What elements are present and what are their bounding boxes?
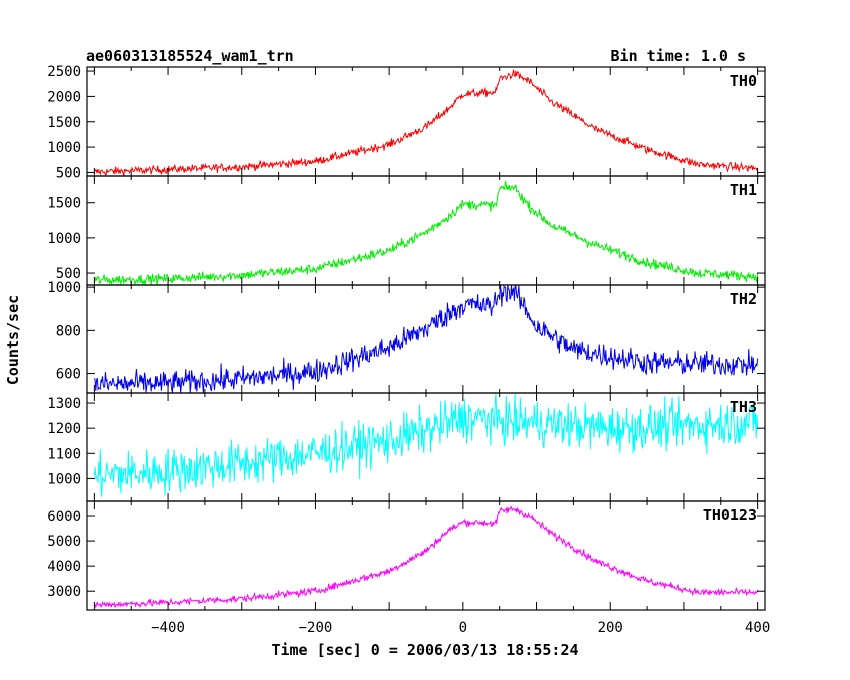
x-tick-label: −200 bbox=[299, 620, 333, 636]
y-tick-label: 4000 bbox=[47, 559, 81, 575]
y-tick-label: 1000 bbox=[47, 231, 81, 247]
series-line-th0123 bbox=[93, 506, 759, 609]
y-tick-label: 1500 bbox=[47, 115, 81, 131]
x-tick-label: 200 bbox=[598, 620, 623, 636]
y-tick-label: 1500 bbox=[47, 196, 81, 212]
y-tick-label: 1200 bbox=[47, 421, 81, 437]
y-tick-label: 1100 bbox=[47, 446, 81, 462]
x-tick-label: −400 bbox=[151, 620, 185, 636]
y-tick-label: 1000 bbox=[47, 471, 81, 487]
x-axis-label: Time [sec] 0 = 2006/03/13 18:55:24 bbox=[271, 641, 578, 659]
y-tick-label: 5000 bbox=[47, 534, 81, 550]
y-tick-label: 6000 bbox=[47, 509, 81, 525]
y-tick-label: 500 bbox=[56, 266, 81, 282]
y-tick-label: 600 bbox=[56, 367, 81, 383]
chart-title-right: Bin time: 1.0 s bbox=[611, 47, 746, 65]
x-tick-label: 400 bbox=[745, 620, 770, 636]
panel-th1: 500 1000 1500 TH1 bbox=[47, 175, 766, 286]
panel-label-th0: TH0 bbox=[730, 72, 757, 90]
panel-frame bbox=[86, 500, 766, 611]
panel-frame bbox=[86, 66, 766, 177]
y-axis-label: Counts/sec bbox=[4, 295, 22, 385]
panel-th0: 500 1000 1500 2000 2500 TH0 bbox=[47, 64, 766, 181]
panel-th2: 600 800 1000 TH2 bbox=[47, 280, 766, 394]
panel-label-th1: TH1 bbox=[730, 181, 757, 199]
x-tick-label: 0 bbox=[459, 620, 467, 636]
series-line-th3 bbox=[93, 393, 759, 497]
y-tick-label: 1000 bbox=[47, 140, 81, 156]
y-tick-label: 2000 bbox=[47, 89, 81, 105]
y-tick-label: 1300 bbox=[47, 396, 81, 412]
panel-frame bbox=[86, 392, 766, 502]
y-tick-label: 2500 bbox=[47, 64, 81, 80]
series-line-th0 bbox=[94, 69, 759, 177]
panel-th3: 1000 1100 1200 1300 TH3 bbox=[47, 392, 766, 502]
y-tick-label: 800 bbox=[56, 323, 81, 339]
panel-label-th2: TH2 bbox=[730, 290, 757, 308]
y-tick-label: 500 bbox=[56, 165, 81, 181]
chart-title-left: ae060313185524_wam1_trn bbox=[86, 47, 294, 65]
panel-th0123: 3000 4000 5000 6000 TH0123 bbox=[47, 500, 766, 611]
y-tick-label: 1000 bbox=[47, 280, 81, 296]
panel-label-th0123: TH0123 bbox=[703, 506, 757, 524]
y-tick-label: 3000 bbox=[47, 584, 81, 600]
panel-label-th3: TH3 bbox=[730, 398, 757, 416]
series-line-th2 bbox=[93, 284, 759, 393]
series-line-th1 bbox=[93, 180, 759, 286]
